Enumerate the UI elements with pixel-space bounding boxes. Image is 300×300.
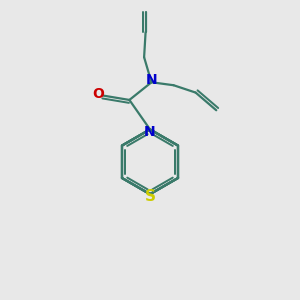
Text: N: N: [144, 125, 156, 139]
Text: S: S: [145, 189, 155, 204]
Text: O: O: [92, 87, 104, 101]
Text: N: N: [146, 73, 158, 87]
